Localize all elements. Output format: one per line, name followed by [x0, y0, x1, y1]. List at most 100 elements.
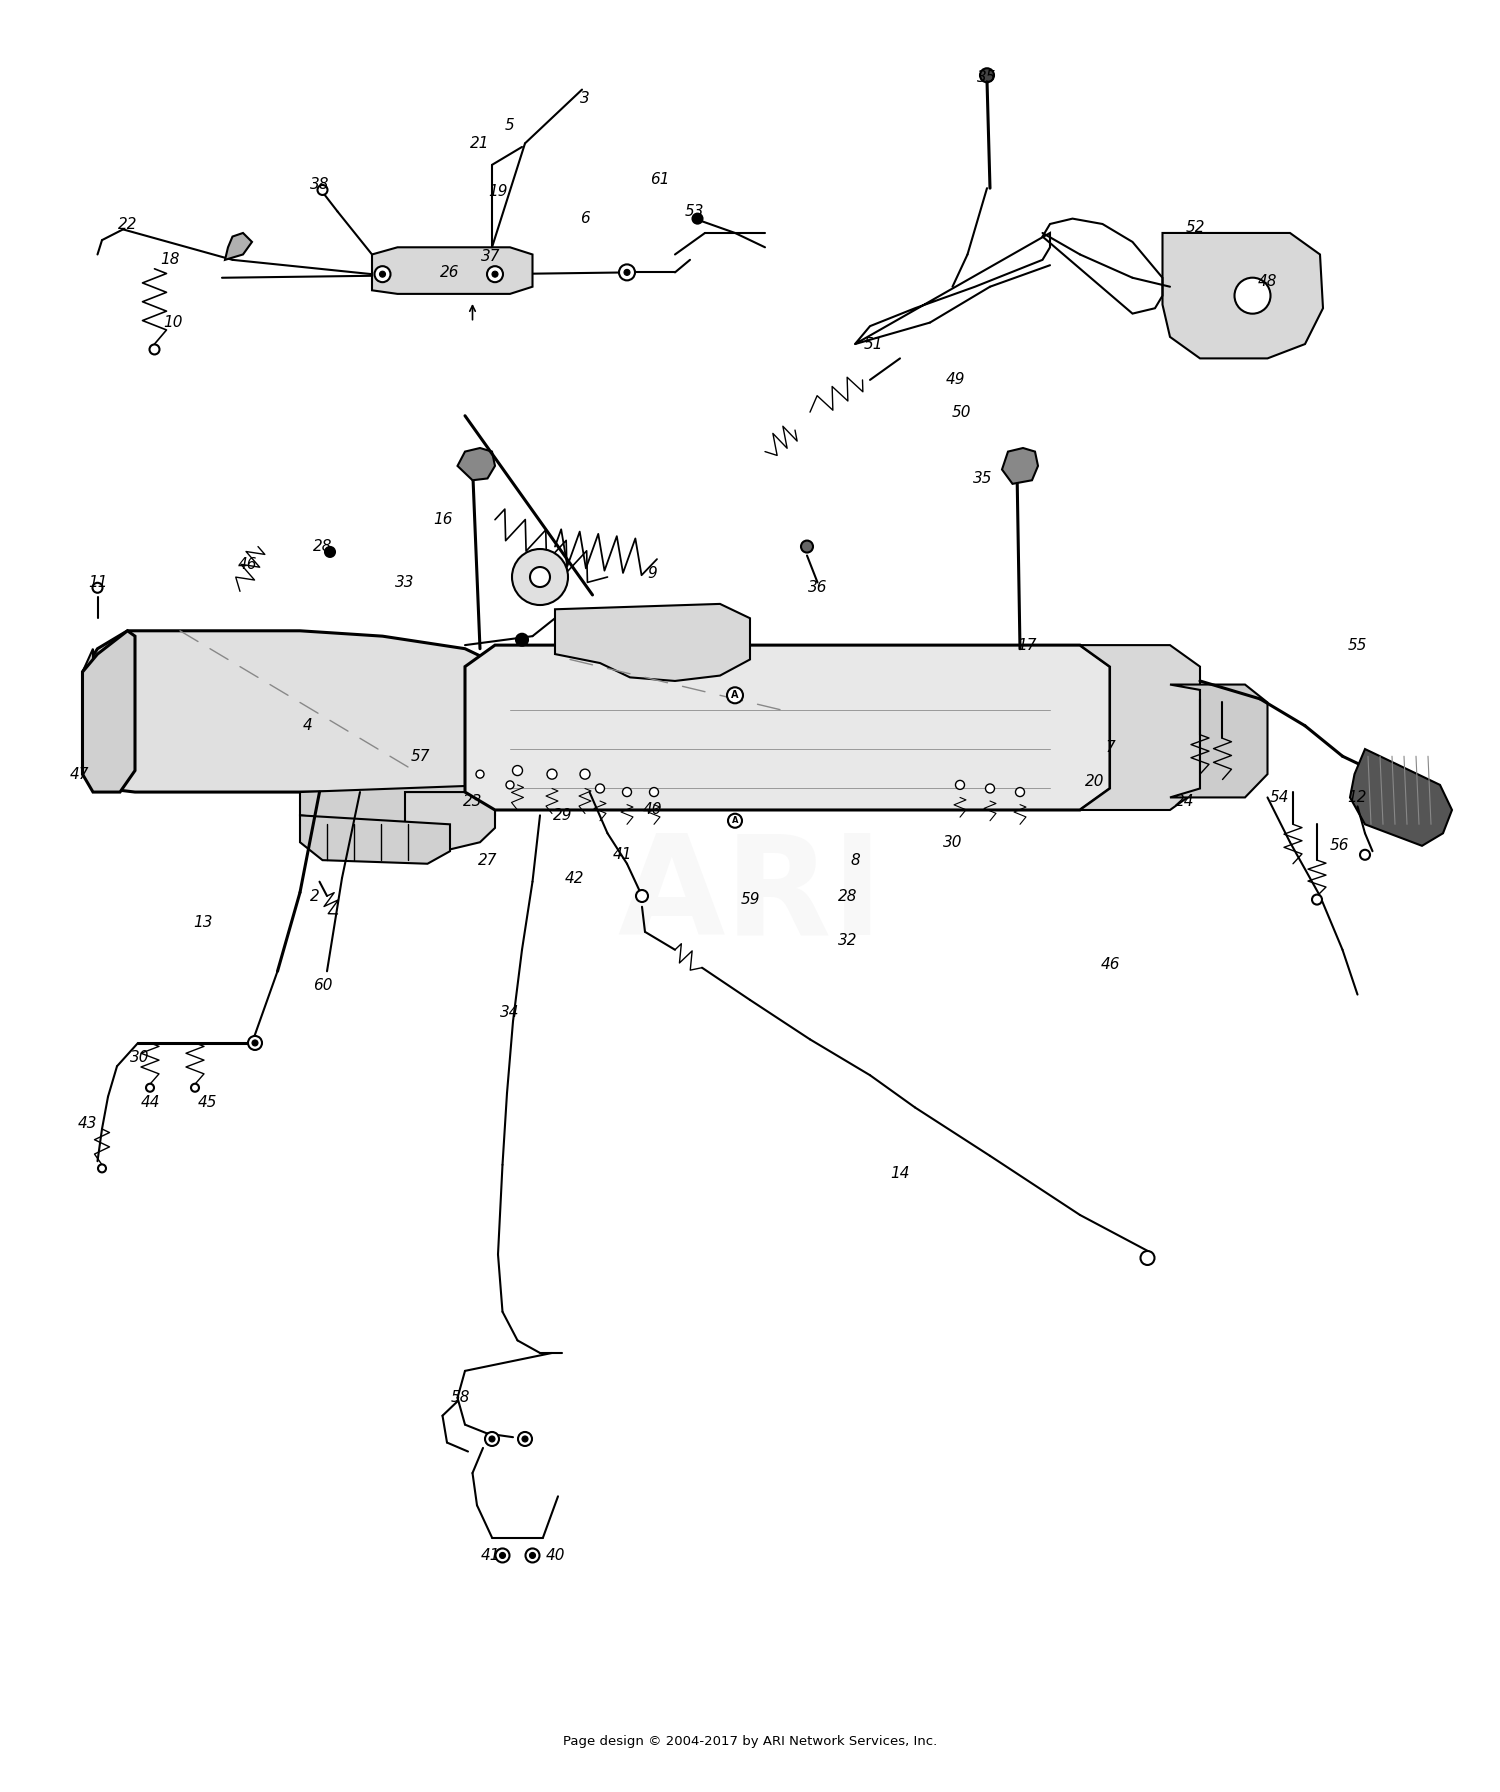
Circle shape [728, 814, 742, 828]
Polygon shape [405, 792, 495, 851]
Circle shape [326, 547, 334, 557]
Text: 18: 18 [160, 253, 180, 267]
Text: 53: 53 [684, 204, 703, 219]
Circle shape [522, 1435, 528, 1443]
Polygon shape [465, 645, 1110, 810]
Text: 48: 48 [1257, 274, 1276, 289]
Text: 28: 28 [837, 889, 856, 903]
Text: 49: 49 [945, 373, 964, 387]
Text: 26: 26 [441, 265, 459, 280]
Polygon shape [82, 631, 518, 792]
Text: 46: 46 [238, 557, 258, 572]
Text: 28: 28 [314, 539, 333, 554]
Text: 55: 55 [1347, 638, 1366, 652]
Circle shape [150, 344, 159, 355]
Polygon shape [555, 604, 750, 681]
Polygon shape [82, 649, 93, 774]
Circle shape [530, 566, 550, 588]
Text: 41: 41 [480, 1548, 500, 1563]
Text: 24: 24 [1174, 794, 1194, 808]
Circle shape [190, 1084, 200, 1091]
Text: 30: 30 [942, 835, 962, 849]
Text: 44: 44 [141, 1095, 160, 1109]
Text: 23: 23 [462, 794, 483, 808]
Circle shape [525, 1548, 540, 1563]
Text: A: A [730, 690, 738, 701]
Text: 6: 6 [580, 211, 590, 226]
Circle shape [636, 891, 648, 901]
Text: 35: 35 [976, 70, 996, 84]
Circle shape [1016, 787, 1025, 797]
Text: 38: 38 [310, 177, 330, 192]
Circle shape [1312, 894, 1322, 905]
Circle shape [500, 1552, 506, 1559]
Circle shape [624, 269, 630, 276]
Text: 10: 10 [164, 315, 183, 330]
Text: 19: 19 [489, 185, 507, 199]
Polygon shape [458, 448, 495, 480]
Text: 42: 42 [564, 871, 584, 885]
Text: 34: 34 [501, 1005, 519, 1020]
Text: A: A [732, 815, 738, 826]
Text: 54: 54 [1269, 790, 1288, 805]
Circle shape [488, 267, 502, 281]
Text: 20: 20 [1084, 774, 1104, 788]
Text: 36: 36 [807, 581, 828, 595]
Text: 3: 3 [580, 91, 590, 106]
Circle shape [98, 1165, 106, 1172]
Text: ARI: ARI [616, 828, 884, 964]
Text: 58: 58 [450, 1391, 471, 1405]
Circle shape [512, 548, 568, 606]
Circle shape [801, 541, 813, 552]
Circle shape [516, 634, 528, 645]
Polygon shape [1080, 645, 1200, 810]
Circle shape [248, 1036, 262, 1050]
Circle shape [1234, 278, 1270, 314]
Text: 61: 61 [650, 172, 669, 186]
Circle shape [530, 1552, 536, 1559]
Text: 51: 51 [862, 337, 882, 351]
Circle shape [596, 783, 604, 794]
Text: 47: 47 [70, 767, 90, 781]
Circle shape [146, 1084, 154, 1091]
Circle shape [693, 213, 702, 224]
Polygon shape [1350, 749, 1452, 846]
Circle shape [580, 769, 590, 780]
Circle shape [518, 1432, 532, 1446]
Polygon shape [1002, 448, 1038, 484]
Circle shape [548, 769, 556, 780]
Circle shape [622, 787, 632, 797]
Circle shape [492, 271, 498, 278]
Text: 33: 33 [396, 575, 414, 590]
Text: 40: 40 [544, 1548, 564, 1563]
Text: 2: 2 [310, 889, 320, 903]
Circle shape [513, 765, 522, 776]
Circle shape [980, 68, 994, 82]
Text: 17: 17 [1017, 638, 1036, 652]
Text: 8: 8 [850, 853, 859, 867]
Circle shape [380, 271, 386, 278]
Circle shape [1140, 1251, 1155, 1265]
Text: 35: 35 [972, 471, 992, 486]
Circle shape [650, 787, 658, 797]
Text: 12: 12 [1347, 790, 1366, 805]
Text: 40: 40 [642, 803, 662, 817]
Circle shape [318, 185, 327, 195]
Text: 50: 50 [951, 405, 970, 419]
Text: 11: 11 [88, 575, 108, 590]
Polygon shape [82, 631, 135, 792]
Text: 32: 32 [837, 934, 856, 948]
Text: 46: 46 [1100, 957, 1119, 971]
Circle shape [489, 1435, 495, 1443]
Polygon shape [300, 815, 450, 864]
Text: 29: 29 [552, 808, 572, 823]
Text: 22: 22 [118, 217, 138, 231]
Text: 45: 45 [198, 1095, 217, 1109]
Circle shape [93, 582, 102, 593]
Text: 13: 13 [194, 916, 213, 930]
Circle shape [956, 780, 964, 790]
Text: 41: 41 [612, 848, 632, 862]
Text: 9: 9 [648, 566, 657, 581]
Polygon shape [1170, 685, 1268, 797]
Text: 37: 37 [480, 249, 500, 263]
